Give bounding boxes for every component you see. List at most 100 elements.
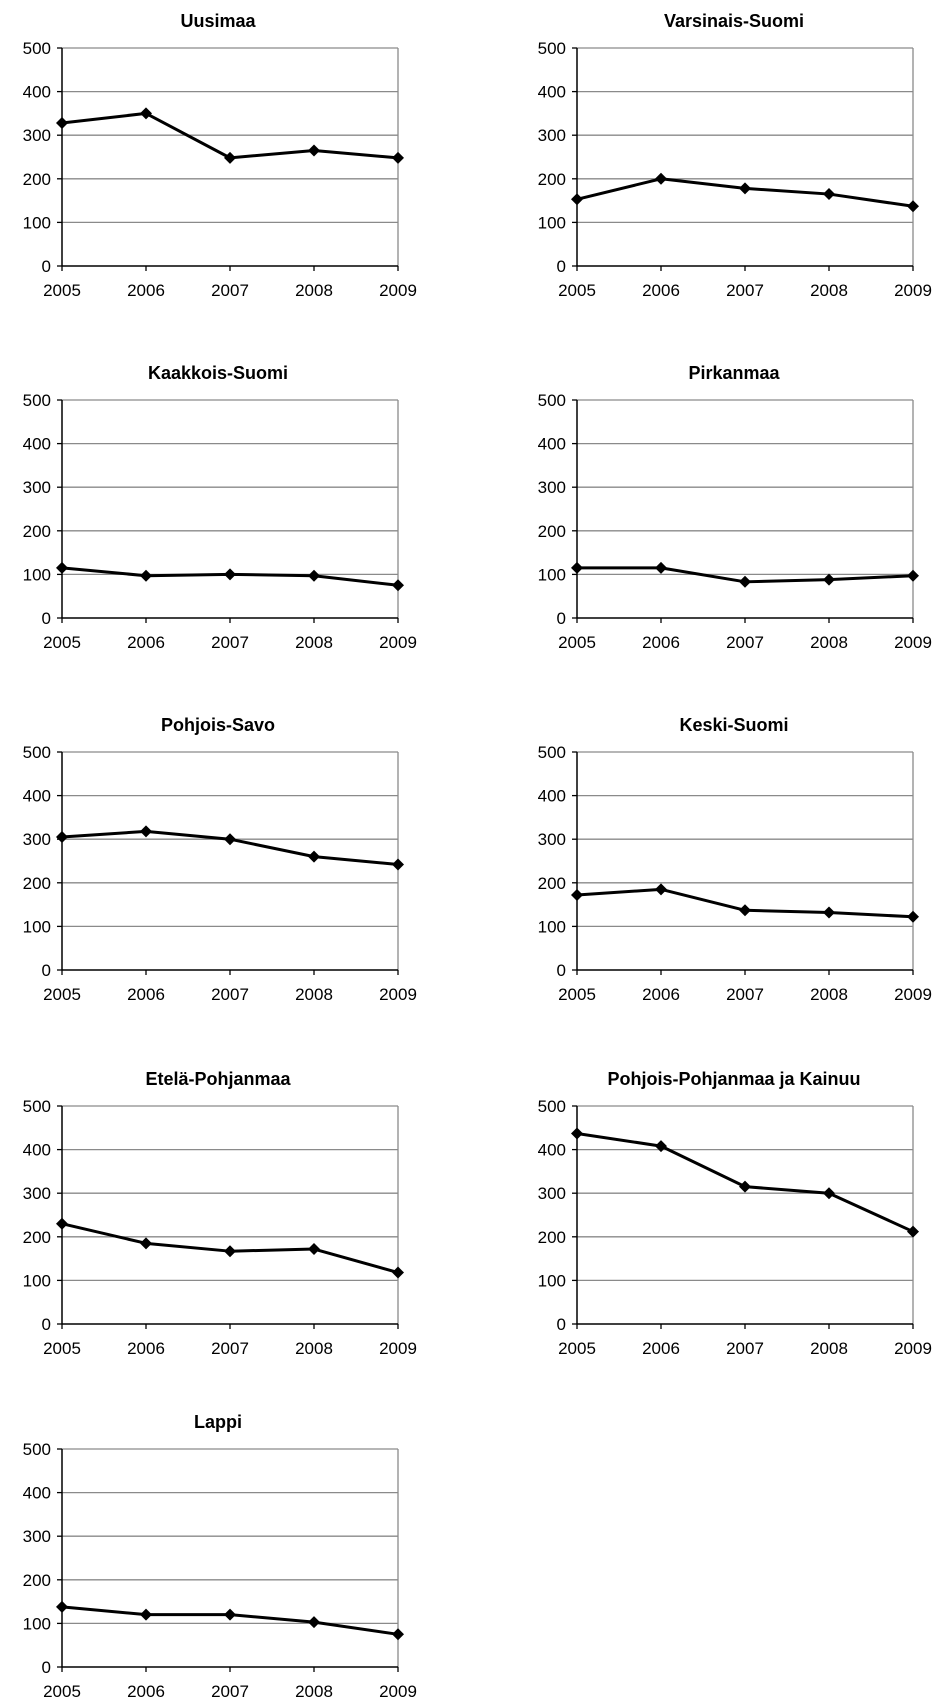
chart-etela-pohjanmaa-title: Etelä-Pohjanmaa — [145, 1069, 291, 1089]
chart-pirkanmaa-y-tick-label: 100 — [538, 565, 566, 584]
chart-pohjois-savo-y-tick-label: 200 — [23, 874, 51, 893]
chart-pohjois-pohjanmaa-ja-kainuu-x-tick-label: 2006 — [642, 1339, 680, 1358]
chart-pohjois-pohjanmaa-ja-kainuu-x-tick-label: 2007 — [726, 1339, 764, 1358]
chart-pohjois-savo-y-tick-label: 300 — [23, 830, 51, 849]
chart-lappi-point-2006 — [140, 1608, 152, 1621]
chart-pirkanmaa-y-tick-label: 0 — [557, 609, 566, 628]
chart-lappi-point-2007 — [224, 1608, 236, 1621]
chart-keski-suomi-point-2007 — [739, 904, 751, 917]
chart-kaakkois-suomi-point-2009 — [392, 579, 404, 592]
chart-uusimaa-x-tick-label: 2006 — [127, 281, 165, 300]
chart-pohjois-savo-x-tick-label: 2006 — [127, 985, 165, 1004]
chart-varsinais-suomi-y-tick-label: 200 — [538, 170, 566, 189]
chart-pohjois-savo-x-tick-label: 2008 — [295, 985, 333, 1004]
chart-varsinais-suomi-x-tick-label: 2006 — [642, 281, 680, 300]
chart-pirkanmaa-x-tick-label: 2005 — [558, 633, 596, 652]
chart-kaakkois-suomi-x-tick-label: 2005 — [43, 633, 81, 652]
chart-lappi-x-tick-label: 2005 — [43, 1682, 81, 1697]
chart-keski-suomi-y-tick-label: 0 — [557, 961, 566, 980]
chart-pohjois-savo: Pohjois-Savo 0 100 200 300 400 500 2005 2006 2007… — [23, 715, 417, 1004]
chart-pohjois-pohjanmaa-ja-kainuu-point-2005 — [571, 1127, 583, 1140]
chart-pohjois-savo-x-tick-label: 2005 — [43, 985, 81, 1004]
chart-uusimaa-x-tick-label: 2005 — [43, 281, 81, 300]
chart-varsinais-suomi-y-tick-label: 100 — [538, 213, 566, 232]
chart-pohjois-pohjanmaa-ja-kainuu-title: Pohjois-Pohjanmaa ja Kainuu — [607, 1069, 860, 1089]
chart-pohjois-pohjanmaa-ja-kainuu-point-2006 — [655, 1140, 667, 1153]
chart-varsinais-suomi-point-2006 — [655, 172, 667, 185]
chart-keski-suomi-point-2005 — [571, 889, 583, 902]
chart-etela-pohjanmaa-y-tick-label: 300 — [23, 1184, 51, 1203]
chart-kaakkois-suomi-point-2008 — [308, 569, 320, 582]
chart-uusimaa-x-tick-label: 2008 — [295, 281, 333, 300]
chart-pohjois-savo-y-tick-label: 400 — [23, 787, 51, 806]
chart-keski-suomi-x-tick-label: 2006 — [642, 985, 680, 1004]
chart-keski-suomi-x-tick-label: 2009 — [894, 985, 932, 1004]
chart-kaakkois-suomi-title: Kaakkois-Suomi — [148, 363, 288, 383]
chart-pohjois-pohjanmaa-ja-kainuu-y-tick-label: 0 — [557, 1315, 566, 1334]
chart-kaakkois-suomi-point-2006 — [140, 569, 152, 582]
chart-varsinais-suomi-point-2009 — [907, 200, 919, 213]
chart-etela-pohjanmaa-point-2008 — [308, 1243, 320, 1256]
chart-uusimaa-y-tick-label: 300 — [23, 126, 51, 145]
chart-pohjois-savo-point-2008 — [308, 850, 320, 863]
chart-varsinais-suomi-y-tick-label: 300 — [538, 126, 566, 145]
chart-lappi-x-tick-label: 2006 — [127, 1682, 165, 1697]
chart-kaakkois-suomi-x-tick-label: 2009 — [379, 633, 417, 652]
chart-etela-pohjanmaa-point-2006 — [140, 1237, 152, 1250]
chart-uusimaa-y-tick-label: 500 — [23, 39, 51, 58]
chart-varsinais-suomi-x-tick-label: 2007 — [726, 281, 764, 300]
chart-uusimaa-point-2009 — [392, 151, 404, 164]
chart-kaakkois-suomi-x-tick-label: 2006 — [127, 633, 165, 652]
chart-pohjois-pohjanmaa-ja-kainuu-x-tick-label: 2005 — [558, 1339, 596, 1358]
chart-lappi-y-tick-label: 500 — [23, 1440, 51, 1459]
chart-uusimaa-x-tick-label: 2009 — [379, 281, 417, 300]
chart-pohjois-pohjanmaa-ja-kainuu-x-tick-label: 2008 — [810, 1339, 848, 1358]
chart-etela-pohjanmaa-y-tick-label: 200 — [23, 1228, 51, 1247]
chart-uusimaa-point-2006 — [140, 107, 152, 120]
chart-varsinais-suomi-x-tick-label: 2009 — [894, 281, 932, 300]
chart-varsinais-suomi-y-tick-label: 400 — [538, 83, 566, 102]
chart-pirkanmaa-x-tick-label: 2008 — [810, 633, 848, 652]
chart-keski-suomi-title: Keski-Suomi — [679, 715, 788, 735]
chart-keski-suomi-y-tick-label: 500 — [538, 743, 566, 762]
chart-etela-pohjanmaa-y-tick-label: 0 — [42, 1315, 51, 1334]
chart-kaakkois-suomi-y-tick-label: 100 — [23, 565, 51, 584]
chart-pirkanmaa-y-tick-label: 200 — [538, 522, 566, 541]
chart-pohjois-pohjanmaa-ja-kainuu-y-tick-label: 200 — [538, 1228, 566, 1247]
chart-lappi-title: Lappi — [194, 1412, 242, 1432]
chart-pohjois-savo-y-tick-label: 500 — [23, 743, 51, 762]
chart-pirkanmaa: Pirkanmaa 0 100 200 300 400 500 2005 2006 2007 200… — [538, 363, 932, 652]
chart-pirkanmaa-point-2008 — [823, 573, 835, 586]
chart-pohjois-savo-point-2006 — [140, 825, 152, 838]
chart-lappi-y-tick-label: 100 — [23, 1614, 51, 1633]
chart-lappi-point-2009 — [392, 1628, 404, 1641]
chart-pirkanmaa-x-tick-label: 2007 — [726, 633, 764, 652]
chart-keski-suomi-point-2006 — [655, 883, 667, 896]
chart-etela-pohjanmaa-x-tick-label: 2007 — [211, 1339, 249, 1358]
chart-varsinais-suomi-title: Varsinais-Suomi — [664, 11, 804, 31]
chart-keski-suomi-y-tick-label: 200 — [538, 874, 566, 893]
chart-lappi-point-2005 — [56, 1600, 68, 1613]
chart-kaakkois-suomi-y-tick-label: 0 — [42, 609, 51, 628]
chart-pirkanmaa-point-2006 — [655, 561, 667, 574]
chart-uusimaa: Uusimaa 0 100 200 300 400 500 2005 2006 2007 2008 2… — [23, 11, 417, 300]
chart-pohjois-pohjanmaa-ja-kainuu: Pohjois-Pohjanmaa ja Kainuu 0 100 200 300 400… — [538, 1069, 932, 1358]
chart-pohjois-pohjanmaa-ja-kainuu-x-tick-label: 2009 — [894, 1339, 932, 1358]
chart-lappi: Lappi 0 100 200 300 400 500 2005 2006 2007 2008 200… — [23, 1412, 417, 1701]
chart-uusimaa-y-tick-label: 200 — [23, 170, 51, 189]
chart-keski-suomi-y-tick-label: 100 — [538, 917, 566, 936]
chart-keski-suomi-point-2008 — [823, 906, 835, 919]
chart-etela-pohjanmaa-y-tick-label: 100 — [23, 1271, 51, 1290]
chart-etela-pohjanmaa-point-2005 — [56, 1217, 68, 1230]
chart-etela-pohjanmaa-x-tick-label: 2005 — [43, 1339, 81, 1358]
chart-varsinais-suomi-y-tick-label: 0 — [557, 257, 566, 276]
chart-varsinais-suomi-y-tick-label: 500 — [538, 39, 566, 58]
chart-etela-pohjanmaa-x-tick-label: 2006 — [127, 1339, 165, 1358]
chart-uusimaa-x-tick-label: 2007 — [211, 281, 249, 300]
chart-etela-pohjanmaa: Etelä-Pohjanmaa 0 100 200 300 400 500 2005 2006 2… — [23, 1069, 417, 1358]
chart-pirkanmaa-y-tick-label: 500 — [538, 391, 566, 410]
chart-pohjois-savo-title: Pohjois-Savo — [161, 715, 275, 735]
chart-pirkanmaa-x-tick-label: 2009 — [894, 633, 932, 652]
chart-uusimaa-title: Uusimaa — [180, 11, 256, 31]
